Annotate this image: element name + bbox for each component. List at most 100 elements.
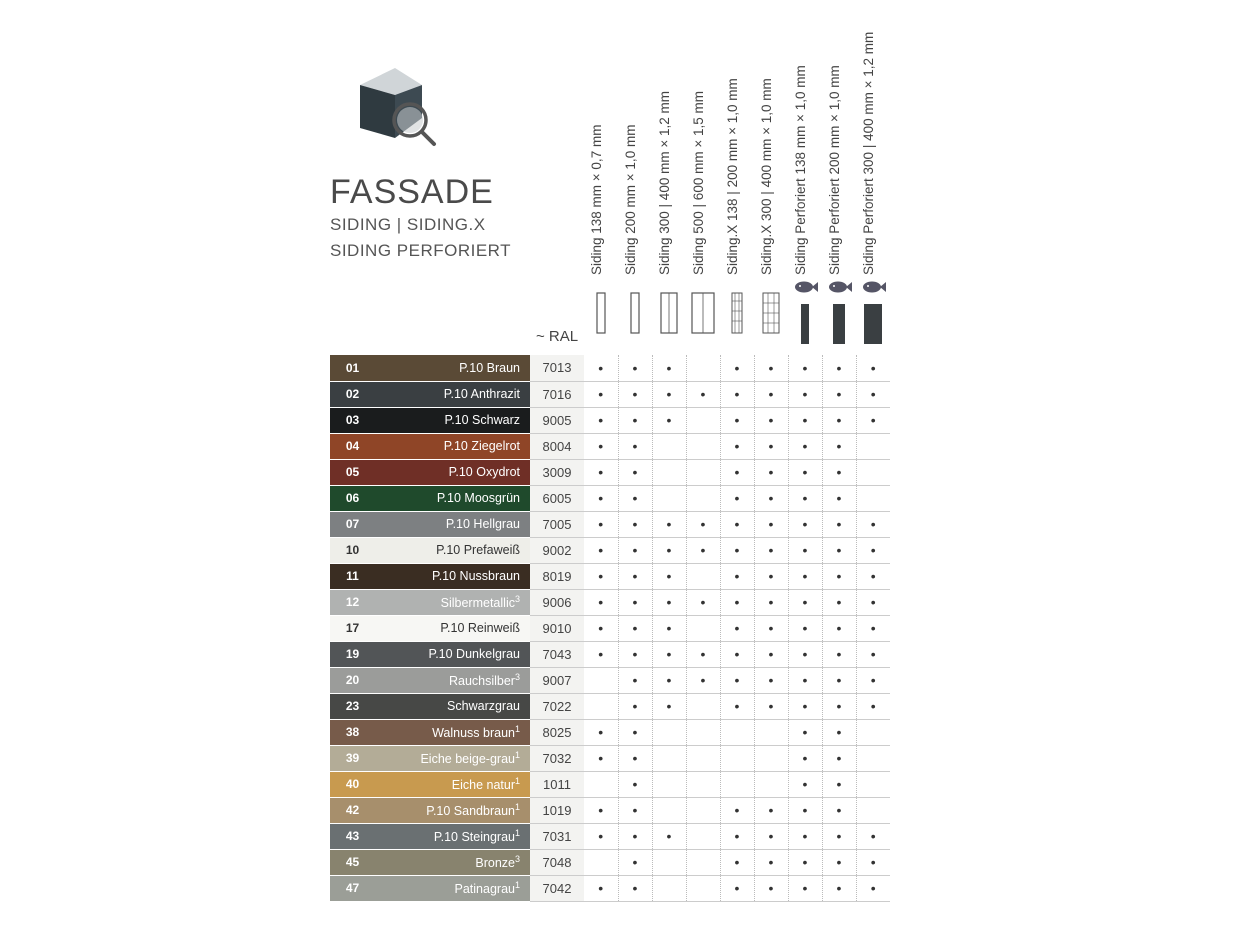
color-number: 02 (330, 381, 375, 407)
ral-value: 7013 (530, 355, 584, 381)
availability-dot: • (720, 615, 754, 641)
availability-dot: • (584, 563, 618, 589)
availability-dot: • (686, 667, 720, 693)
availability-dot: • (788, 563, 822, 589)
ral-value: 8025 (530, 719, 584, 745)
color-name: P.10 Steingrau1 (375, 823, 530, 849)
availability-dot: • (822, 485, 856, 511)
availability-dot: • (856, 589, 890, 615)
availability-dot: • (720, 537, 754, 563)
availability-dot (720, 745, 754, 771)
availability-dot: • (618, 797, 652, 823)
availability-dot: • (754, 485, 788, 511)
color-name: P.10 Anthrazit (375, 381, 530, 407)
availability-dot: • (584, 615, 618, 641)
table-row: 20Rauchsilber39007•••••••• (330, 667, 890, 693)
ral-value: 1011 (530, 771, 584, 797)
availability-dot: • (618, 381, 652, 407)
availability-dot: • (618, 875, 652, 901)
availability-dot: • (754, 563, 788, 589)
color-number: 20 (330, 667, 375, 693)
availability-dot: • (856, 381, 890, 407)
availability-dot (584, 771, 618, 797)
availability-dot: • (754, 615, 788, 641)
availability-dot: • (822, 823, 856, 849)
availability-dot: • (652, 563, 686, 589)
availability-dot (686, 563, 720, 589)
availability-dot: • (618, 693, 652, 719)
availability-dot: • (822, 693, 856, 719)
color-name: Patinagrau1 (375, 875, 530, 901)
color-name: P.10 Reinweiß (375, 615, 530, 641)
availability-dot: • (754, 823, 788, 849)
availability-dot (686, 771, 720, 797)
color-number: 40 (330, 771, 375, 797)
color-name: P.10 Moosgrün (375, 485, 530, 511)
availability-dot: • (856, 355, 890, 381)
availability-dot: • (618, 563, 652, 589)
availability-dot: • (788, 433, 822, 459)
availability-dot (686, 355, 720, 381)
table-row: 47Patinagrau17042••••••• (330, 875, 890, 901)
availability-dot (686, 433, 720, 459)
color-name: Walnuss braun1 (375, 719, 530, 745)
availability-dot: • (720, 693, 754, 719)
column-header: Siding 138 mm × 0,7 mm (584, 10, 618, 275)
availability-dot: • (652, 641, 686, 667)
availability-dot: • (584, 641, 618, 667)
color-name: P.10 Schwarz (375, 407, 530, 433)
availability-dot (652, 433, 686, 459)
availability-dot: • (822, 381, 856, 407)
availability-dot: • (822, 407, 856, 433)
availability-dot: • (720, 667, 754, 693)
availability-dot: • (822, 589, 856, 615)
availability-dot (686, 693, 720, 719)
availability-dot (584, 849, 618, 875)
availability-dot (856, 485, 890, 511)
availability-dot (652, 771, 686, 797)
column-header: Siding Perforiert 200 mm × 1,0 mm (822, 10, 856, 275)
color-name: P.10 Ziegelrot (375, 433, 530, 459)
availability-dot: • (618, 823, 652, 849)
availability-dot (856, 745, 890, 771)
availability-dot: • (584, 355, 618, 381)
availability-dot: • (856, 407, 890, 433)
ral-value: 8004 (530, 433, 584, 459)
availability-dot: • (754, 667, 788, 693)
availability-dot: • (686, 641, 720, 667)
color-number: 43 (330, 823, 375, 849)
availability-dot: • (720, 459, 754, 485)
column-header: Siding 200 mm × 1,0 mm (618, 10, 652, 275)
availability-dot: • (754, 433, 788, 459)
ral-value: 9002 (530, 537, 584, 563)
availability-dot (754, 745, 788, 771)
availability-dot: • (822, 433, 856, 459)
product-icon (584, 275, 618, 355)
color-number: 45 (330, 849, 375, 875)
color-number: 42 (330, 797, 375, 823)
availability-dot (686, 615, 720, 641)
availability-dot: • (856, 511, 890, 537)
color-number: 01 (330, 355, 375, 381)
column-header: Siding Perforiert 138 mm × 1,0 mm (788, 10, 822, 275)
availability-dot: • (720, 563, 754, 589)
ral-value: 7042 (530, 875, 584, 901)
table-row: 42P.10 Sandbraun11019•••••• (330, 797, 890, 823)
availability-dot: • (788, 719, 822, 745)
table-row: 11P.10 Nussbraun8019•••••••• (330, 563, 890, 589)
table-row: 05P.10 Oxydrot3009•••••• (330, 459, 890, 485)
table-row: 23Schwarzgrau7022••••••• (330, 693, 890, 719)
availability-dot: • (754, 407, 788, 433)
availability-dot: • (720, 407, 754, 433)
availability-dot: • (720, 641, 754, 667)
availability-dot: • (618, 433, 652, 459)
product-icon (822, 275, 856, 355)
color-name: Rauchsilber3 (375, 667, 530, 693)
availability-dot (720, 771, 754, 797)
availability-dot: • (720, 511, 754, 537)
ral-value: 7005 (530, 511, 584, 537)
availability-dot: • (856, 667, 890, 693)
availability-dot: • (686, 537, 720, 563)
availability-dot (754, 719, 788, 745)
table-row: 04P.10 Ziegelrot8004•••••• (330, 433, 890, 459)
